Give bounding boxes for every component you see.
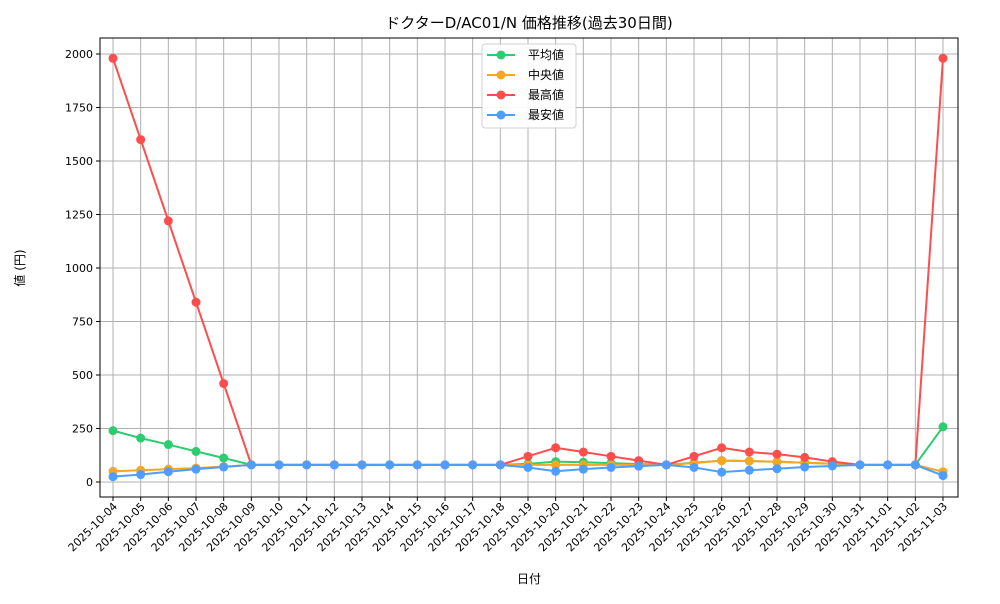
data-point [108,472,118,482]
legend-marker [496,110,506,120]
data-point [772,449,782,459]
data-point [883,460,893,470]
y-tick-label: 1000 [65,262,93,275]
data-point [191,464,201,474]
data-point [302,460,312,470]
data-point [329,460,339,470]
data-point [744,465,754,475]
data-point [495,460,505,470]
data-point [551,443,561,453]
data-point [578,464,588,474]
data-point [578,447,588,457]
data-point [800,462,810,472]
data-point [163,467,173,477]
legend-box [481,43,577,129]
legend-marker [496,70,506,80]
data-point [523,462,533,472]
data-point [938,422,948,432]
y-tick-label: 1500 [65,155,93,168]
data-point [108,426,118,436]
data-point [910,460,920,470]
data-point [551,460,561,470]
y-tick-label: 2000 [65,48,93,61]
data-point [634,461,644,471]
data-point [938,471,948,481]
y-tick-label: 1750 [65,102,93,115]
legend-label: 平均値 [528,47,564,62]
y-tick-label: 1250 [65,209,93,222]
data-point [412,460,422,470]
data-point [385,460,395,470]
data-point [246,460,256,470]
data-point [661,460,671,470]
data-point [468,460,478,470]
data-point [772,457,782,467]
legend-marker [496,90,506,100]
data-point [800,452,810,462]
y-tick-label: 250 [72,423,93,436]
data-point [274,460,284,470]
data-point [191,446,201,456]
data-point [938,53,948,63]
data-point [440,460,450,470]
legend-marker [496,50,506,60]
data-point [219,453,229,463]
chart-title: ドクターD/AC01/N 価格推移(過去30日間) [385,14,672,32]
y-axis-label: 値 (円) [12,249,27,286]
data-point [827,461,837,471]
data-point [606,462,616,472]
data-point [108,53,118,63]
data-point [357,460,367,470]
data-point [606,451,616,461]
x-axis-label: 日付 [517,572,541,586]
y-tick-label: 0 [86,476,93,489]
data-point [744,447,754,457]
data-point [717,467,727,477]
data-point [717,456,727,466]
legend-label: 中央値 [528,67,564,82]
data-point [219,379,229,389]
data-point [551,466,561,476]
data-point [772,464,782,474]
legend-label: 最高値 [528,87,564,102]
data-point [744,456,754,466]
data-point [136,470,146,480]
data-point [136,433,146,443]
series-最安値 [108,460,948,482]
data-point [689,462,699,472]
data-point [191,297,201,307]
legend-label: 最安値 [528,107,564,122]
data-point [717,443,727,453]
data-point [855,460,865,470]
y-tick-label: 750 [72,316,93,329]
data-point [136,135,146,145]
data-point [163,216,173,226]
data-point [163,440,173,450]
data-point [219,462,229,472]
plot-frame [99,37,959,498]
data-point [523,451,533,461]
data-point [689,451,699,461]
y-tick-label: 500 [72,369,93,382]
